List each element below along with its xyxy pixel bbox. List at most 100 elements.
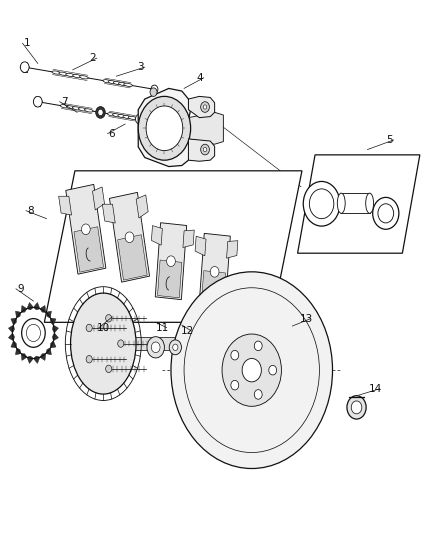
Circle shape [95,107,105,118]
Circle shape [203,105,207,109]
Circle shape [86,356,92,363]
Circle shape [33,96,42,107]
Polygon shape [92,187,105,210]
Circle shape [347,395,366,419]
Circle shape [147,337,164,358]
Ellipse shape [72,107,81,110]
Polygon shape [46,348,51,355]
Circle shape [81,224,90,235]
Circle shape [378,204,394,223]
Polygon shape [188,96,215,118]
Polygon shape [53,333,58,341]
Polygon shape [66,184,106,274]
Text: 8: 8 [27,206,34,216]
Circle shape [125,232,134,243]
Polygon shape [199,233,230,310]
Polygon shape [21,353,27,360]
Circle shape [135,114,143,124]
Polygon shape [138,88,191,166]
Polygon shape [226,241,238,258]
Polygon shape [11,341,17,348]
Circle shape [138,96,191,160]
Ellipse shape [103,79,112,83]
Ellipse shape [366,193,374,213]
Circle shape [201,102,209,112]
Text: 12: 12 [181,326,194,336]
Ellipse shape [71,293,136,394]
Ellipse shape [113,114,121,117]
Circle shape [26,325,40,342]
Text: 5: 5 [386,135,392,145]
Text: 7: 7 [61,96,67,107]
Polygon shape [118,235,147,280]
Ellipse shape [119,82,127,86]
Circle shape [21,319,45,348]
Polygon shape [195,236,206,256]
Polygon shape [183,230,194,247]
Polygon shape [8,333,14,341]
Ellipse shape [123,115,132,119]
Circle shape [201,144,209,155]
Polygon shape [297,155,420,253]
Polygon shape [50,318,56,325]
Circle shape [169,340,181,355]
Ellipse shape [118,115,127,118]
Polygon shape [50,341,56,348]
Circle shape [173,344,178,351]
Polygon shape [40,353,46,360]
Polygon shape [201,271,226,309]
Circle shape [146,106,183,151]
Polygon shape [136,195,148,218]
Circle shape [86,324,92,332]
Circle shape [171,272,332,469]
Polygon shape [110,192,149,282]
Ellipse shape [66,106,75,109]
Polygon shape [44,171,302,322]
Text: 4: 4 [196,73,203,83]
Text: 9: 9 [17,284,24,294]
Circle shape [203,148,207,152]
Circle shape [20,62,29,72]
Ellipse shape [337,193,345,213]
Polygon shape [59,196,71,215]
Polygon shape [40,305,46,312]
Ellipse shape [107,112,116,116]
Polygon shape [15,348,21,355]
Polygon shape [15,311,21,318]
Polygon shape [74,227,103,272]
Circle shape [151,117,158,126]
Ellipse shape [124,83,132,86]
Circle shape [254,390,262,399]
Polygon shape [53,325,58,333]
Polygon shape [46,311,51,318]
Ellipse shape [80,76,88,79]
Circle shape [254,341,262,351]
Ellipse shape [60,104,69,108]
Polygon shape [27,303,33,310]
Ellipse shape [85,109,93,112]
Circle shape [309,189,334,219]
Ellipse shape [73,75,81,78]
Text: 13: 13 [300,313,313,324]
Bar [103,337,256,351]
Circle shape [118,340,124,348]
Polygon shape [102,204,115,223]
Circle shape [242,359,261,382]
Circle shape [166,256,175,266]
Ellipse shape [128,116,137,119]
Polygon shape [27,356,33,364]
Ellipse shape [59,72,67,75]
Circle shape [231,381,239,390]
Circle shape [303,181,340,226]
Polygon shape [152,225,162,245]
Text: 14: 14 [369,384,382,394]
Ellipse shape [78,108,87,111]
Circle shape [151,85,158,94]
Circle shape [231,350,239,360]
Polygon shape [33,356,40,364]
Circle shape [106,365,112,373]
Polygon shape [21,305,27,312]
Polygon shape [188,112,223,144]
Polygon shape [11,318,17,325]
Circle shape [106,314,112,322]
